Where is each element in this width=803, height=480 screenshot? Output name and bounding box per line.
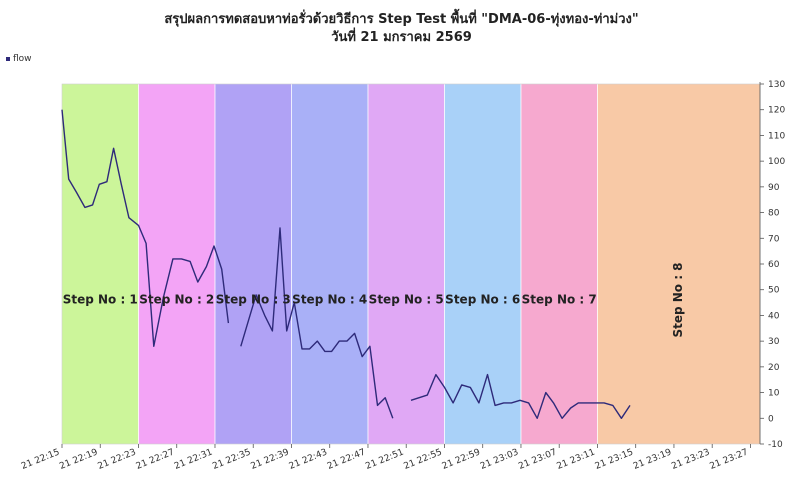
x-tick-label: 21 23:19 <box>632 447 673 471</box>
x-tick-label: 21 22:59 <box>441 447 482 471</box>
y-tick-label: 90 <box>768 183 780 193</box>
x-tick-label: 21 22:23 <box>97 448 138 472</box>
step-band-5 <box>367 84 445 444</box>
x-tick-label: 21 22:39 <box>250 447 291 471</box>
chart-subtitle: วันที่ 21 มกราคม 2569 <box>331 30 472 45</box>
x-tick-label: 21 22:31 <box>173 448 214 472</box>
x-tick-label: 21 23:11 <box>556 448 597 472</box>
series-flow-segment-1 <box>61 109 230 347</box>
x-tick-label: 21 22:19 <box>58 447 99 471</box>
step-label-1: Step No : 1 <box>63 293 138 307</box>
chart-title: สรุปผลการทดสอบหาท่อรั่วด้วยวิธีการ Step … <box>164 12 639 27</box>
x-tick-label: 21 22:47 <box>326 448 367 472</box>
series-flow-segment-2 <box>240 227 394 419</box>
legend-label-flow: flow <box>13 54 32 64</box>
y-tick-label: 40 <box>768 311 780 321</box>
x-tick-label: 21 23:15 <box>594 448 635 472</box>
step-label-6: Step No : 6 <box>445 293 520 307</box>
step-label-7: Step No : 7 <box>522 293 597 307</box>
step-band-4 <box>291 84 368 444</box>
y-tick-label: -10 <box>768 440 783 450</box>
x-tick-label: 21 23:07 <box>517 448 558 472</box>
x-tick-label: 21 22:35 <box>211 448 252 472</box>
step-label-8: Step No : 8 <box>671 262 685 337</box>
y-axis: -10 0 10 20 30 40 50 60 70 80 90 100 110 120 130 <box>759 80 785 450</box>
step-band-3 <box>214 84 292 444</box>
y-tick-label: 60 <box>768 260 780 270</box>
x-tick-label: 21 22:55 <box>403 448 444 472</box>
x-tick-label: 21 23:27 <box>708 448 749 472</box>
y-tick-label: 130 <box>768 80 785 90</box>
y-tick-label: 120 <box>768 106 785 116</box>
step-band-1 <box>62 84 139 444</box>
y-tick-label: 10 <box>768 389 780 399</box>
series-flow-segment-3 <box>410 373 631 419</box>
x-tick-label: 21 23:03 <box>479 448 520 472</box>
x-tick-label: 21 22:43 <box>288 448 329 472</box>
step-label-2: Step No : 2 <box>139 293 214 307</box>
y-tick-label: 100 <box>768 157 785 167</box>
y-tick-label: 70 <box>768 234 780 244</box>
y-tick-label: 20 <box>768 363 780 373</box>
flow-series <box>61 109 631 419</box>
y-tick-label: 80 <box>768 209 780 219</box>
x-tick-label: 21 23:23 <box>670 448 711 472</box>
x-tick-label: 21 22:51 <box>364 448 405 472</box>
step-label-3: Step No : 3 <box>216 293 291 307</box>
x-tick-label: 21 22:27 <box>135 448 176 472</box>
legend: flow <box>6 54 32 64</box>
step-bands <box>61 83 761 445</box>
legend-swatch-flow <box>6 56 10 61</box>
step-label-4: Step No : 4 <box>292 293 367 307</box>
step-band-2 <box>138 84 215 444</box>
x-tick-label: 21 22:15 <box>20 448 61 472</box>
step-label-5: Step No : 5 <box>369 293 444 307</box>
y-tick-label: 0 <box>768 414 774 424</box>
step-band-6 <box>444 84 521 444</box>
y-tick-label: 30 <box>768 337 780 347</box>
step-labels: Step No : 1 Step No : 2 Step No : 3 Step No… <box>63 262 686 337</box>
step-band-7 <box>520 84 598 444</box>
step-band-8 <box>597 84 760 444</box>
y-tick-label: 110 <box>768 131 785 141</box>
y-tick-label: 50 <box>768 286 780 296</box>
